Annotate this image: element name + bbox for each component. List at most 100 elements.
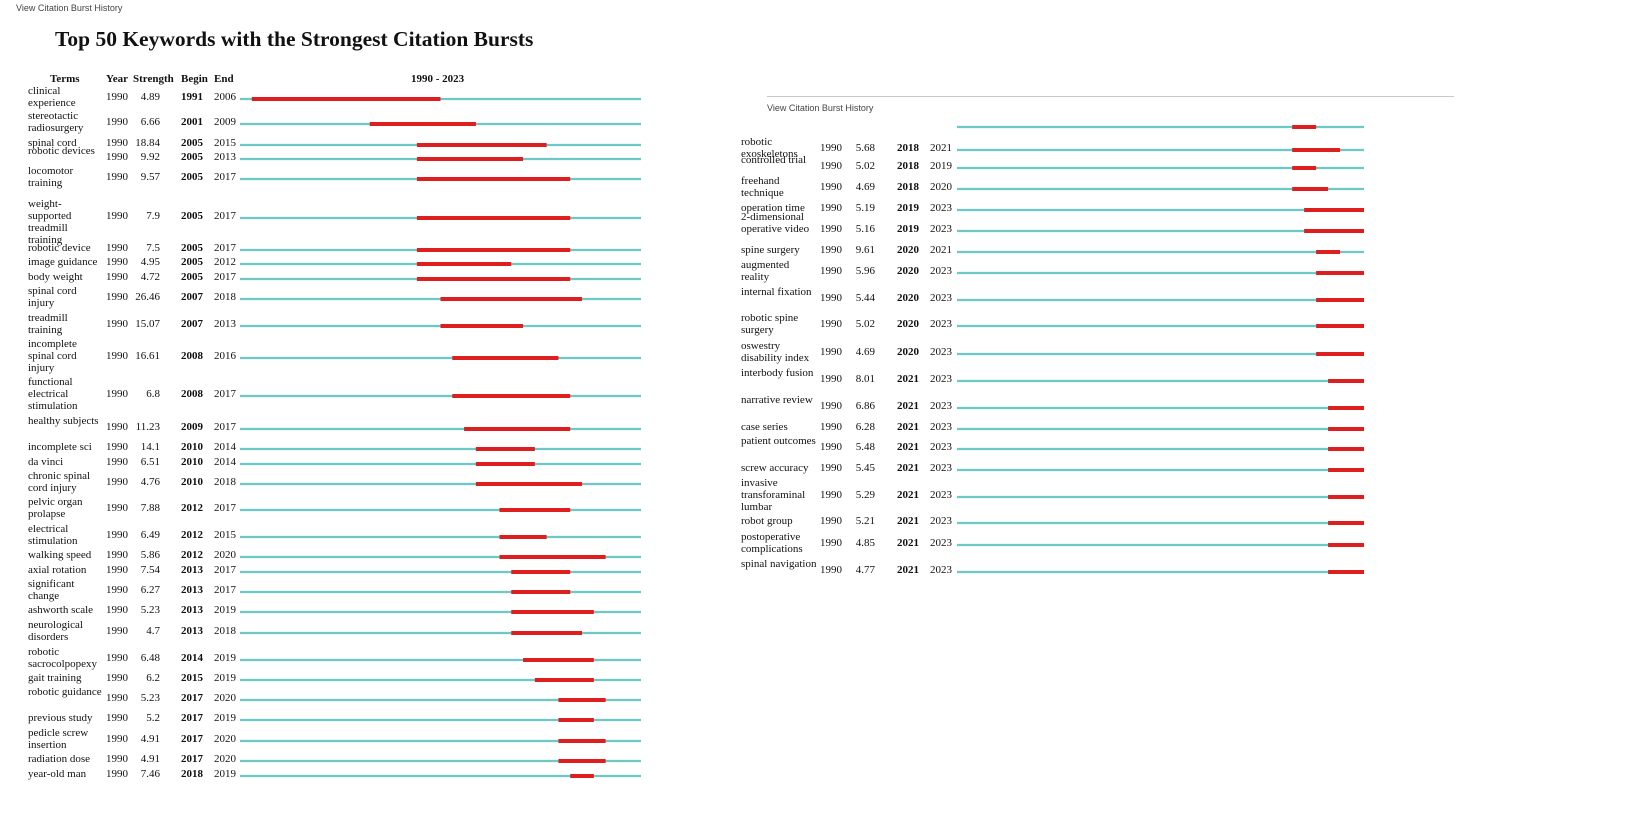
begin-label: 2007 [181, 291, 203, 303]
year-label: 1990 [106, 549, 128, 561]
begin-label: 2015 [181, 672, 203, 684]
strength-label: 5.45 [855, 462, 875, 474]
term-label: patient outcomes [741, 435, 816, 447]
year-label: 1990 [106, 242, 128, 254]
year-label: 1990 [106, 421, 128, 433]
strength-label: 26.46 [135, 291, 160, 303]
header-strength: Strength [133, 73, 174, 85]
end-label: 2021 [930, 244, 952, 256]
term-label: spinal cord [28, 137, 77, 149]
end-label: 2012 [214, 256, 236, 268]
year-label: 1990 [106, 529, 128, 541]
year-label: 1990 [106, 318, 128, 330]
term-label: healthy subjects [28, 415, 99, 427]
end-label: 2023 [930, 564, 952, 576]
begin-label: 2005 [181, 242, 203, 254]
begin-label: 1991 [181, 91, 203, 103]
year-label: 1990 [106, 625, 128, 637]
begin-label: 2021 [897, 489, 919, 501]
term-label: electrical stimulation [28, 523, 78, 547]
strength-label: 4.89 [140, 91, 160, 103]
strength-label: 5.23 [140, 604, 160, 616]
end-label: 2015 [214, 137, 236, 149]
end-label: 2017 [214, 421, 236, 433]
term-label: ashworth scale [28, 604, 94, 616]
strength-label: 5.86 [140, 549, 160, 561]
strength-label: 6.66 [140, 116, 160, 128]
term-label: freehand technique [741, 175, 784, 199]
header-year: Year [106, 73, 128, 85]
term-label: postoperative complications [741, 531, 803, 555]
end-label: 2021 [930, 142, 952, 154]
term-label: augmented reality [741, 259, 790, 283]
strength-label: 4.76 [140, 476, 160, 488]
end-label: 2017 [214, 171, 236, 183]
view-citation-burst-history-link-right[interactable]: View Citation Burst History [767, 103, 874, 113]
strength-label: 4.72 [140, 271, 160, 283]
term-label: invasive transforaminal lumbar [741, 477, 806, 513]
term-label: clinical experience [28, 85, 76, 109]
term-label: screw accuracy [741, 462, 809, 474]
begin-label: 2014 [181, 652, 203, 664]
term-label: axial rotation [28, 564, 87, 576]
end-label: 2013 [214, 151, 236, 163]
year-label: 1990 [820, 564, 842, 576]
begin-label: 2020 [897, 244, 919, 256]
end-label: 2019 [930, 160, 952, 172]
end-label: 2023 [930, 515, 952, 527]
strength-label: 4.95 [140, 256, 160, 268]
begin-label: 2019 [897, 202, 919, 214]
begin-label: 2018 [181, 768, 203, 780]
begin-label: 2021 [897, 373, 919, 385]
strength-label: 4.91 [140, 733, 160, 745]
term-label: robotic device [28, 242, 91, 254]
begin-label: 2013 [181, 625, 203, 637]
year-label: 1990 [106, 584, 128, 596]
end-label: 2017 [214, 271, 236, 283]
strength-label: 4.69 [855, 346, 875, 358]
begin-label: 2010 [181, 441, 203, 453]
year-label: 1990 [106, 441, 128, 453]
strength-label: 8.01 [855, 373, 875, 385]
term-label: robotic spine surgery [741, 312, 799, 336]
strength-label: 7.54 [140, 564, 160, 576]
end-label: 2015 [214, 529, 236, 541]
begin-label: 2012 [181, 549, 203, 561]
term-label: robotic devices [28, 145, 95, 157]
term-label: significant change [28, 578, 75, 602]
strength-label: 4.77 [855, 564, 875, 576]
begin-label: 2020 [897, 318, 919, 330]
begin-label: 2013 [181, 604, 203, 616]
begin-label: 2021 [897, 462, 919, 474]
begin-label: 2017 [181, 692, 203, 704]
year-label: 1990 [106, 476, 128, 488]
term-label: operation time [741, 202, 805, 214]
end-label: 2016 [214, 350, 236, 362]
begin-label: 2005 [181, 171, 203, 183]
begin-label: 2017 [181, 733, 203, 745]
begin-label: 2020 [897, 265, 919, 277]
begin-label: 2005 [181, 210, 203, 222]
term-label: neurological disorders [28, 619, 83, 643]
end-label: 2019 [214, 604, 236, 616]
term-label: robotic guidance [28, 686, 102, 698]
strength-label: 5.96 [855, 265, 875, 277]
year-label: 1990 [820, 181, 842, 193]
begin-label: 2012 [181, 529, 203, 541]
year-label: 1990 [106, 712, 128, 724]
begin-label: 2013 [181, 584, 203, 596]
term-label: da vinci [28, 456, 64, 468]
begin-label: 2007 [181, 318, 203, 330]
year-label: 1990 [106, 692, 128, 704]
begin-label: 2008 [181, 388, 203, 400]
end-label: 2023 [930, 489, 952, 501]
begin-label: 2009 [181, 421, 203, 433]
view-citation-burst-history-link[interactable]: View Citation Burst History [16, 3, 123, 13]
begin-label: 2010 [181, 476, 203, 488]
end-label: 2017 [214, 564, 236, 576]
strength-label: 5.02 [855, 318, 875, 330]
term-label: previous study [28, 712, 93, 724]
strength-label: 6.86 [855, 400, 875, 412]
strength-label: 4.69 [855, 181, 875, 193]
strength-label: 5.68 [855, 142, 875, 154]
